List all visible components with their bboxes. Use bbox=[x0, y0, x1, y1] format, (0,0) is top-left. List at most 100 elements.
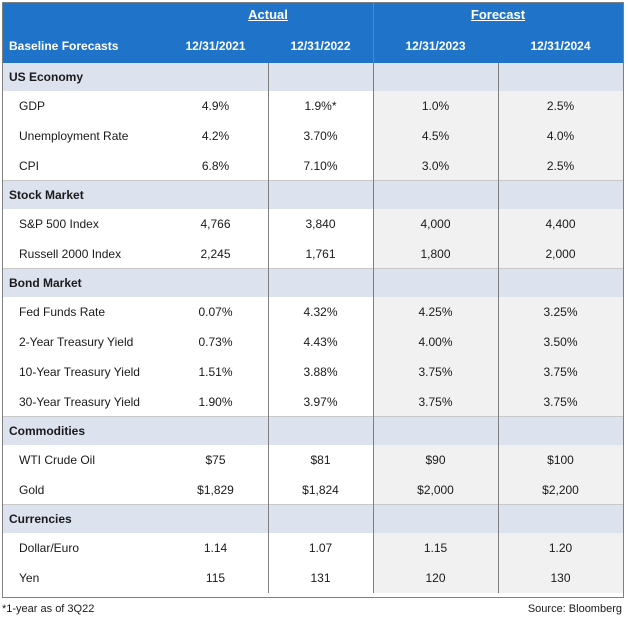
value-cell: 1.15 bbox=[373, 533, 498, 563]
header-col-date: 12/31/2022 bbox=[290, 39, 351, 53]
header-col-date: 12/31/2021 bbox=[185, 39, 246, 53]
section-cell bbox=[268, 181, 373, 209]
table-row: GDP 4.9% 1.9%* 1.0% 2.5% bbox=[3, 91, 623, 121]
value-cell: 3.75% bbox=[498, 387, 623, 417]
value-cell: 4.2% bbox=[201, 129, 230, 143]
section-row: US Economy bbox=[3, 63, 623, 91]
section-cell bbox=[373, 181, 498, 209]
section-cell bbox=[498, 269, 623, 297]
section-cell bbox=[498, 63, 623, 91]
value-cell: 4.5% bbox=[373, 121, 498, 151]
section-row: Bond Market bbox=[3, 269, 623, 297]
table-row: 30-Year Treasury Yield 1.90% 3.97% 3.75% 3.7… bbox=[3, 387, 623, 417]
header-group-forecast: Forecast bbox=[470, 7, 526, 22]
table-row: 10-Year Treasury Yield 1.51% 3.88% 3.75% 3.7… bbox=[3, 357, 623, 387]
value-cell: 7.10% bbox=[303, 159, 338, 173]
section-cell bbox=[373, 417, 498, 445]
value-cell: $1,824 bbox=[302, 483, 339, 497]
row-label: 2-Year Treasury Yield bbox=[19, 335, 134, 349]
value-cell: 4.32% bbox=[303, 305, 338, 319]
section-row: Commodities bbox=[3, 417, 623, 445]
value-cell: 2.5% bbox=[498, 151, 623, 181]
table-row: Fed Funds Rate 0.07% 4.32% 4.25% 3.25% bbox=[3, 297, 623, 327]
row-label: Unemployment Rate bbox=[19, 129, 129, 143]
value-cell: 1.90% bbox=[198, 395, 233, 409]
footnote: *1-year as of 3Q22 bbox=[2, 603, 95, 615]
value-cell: 4.9% bbox=[201, 99, 230, 113]
header-group-actual: Actual bbox=[248, 7, 288, 22]
section-label: Currencies bbox=[9, 512, 72, 526]
header-col-date: 12/31/2023 bbox=[405, 39, 466, 53]
value-cell: 2.5% bbox=[498, 91, 623, 121]
value-cell: 1.14 bbox=[203, 541, 228, 555]
value-cell: $75 bbox=[205, 453, 226, 467]
value-cell: 4.25% bbox=[373, 297, 498, 327]
row-label: GDP bbox=[19, 99, 46, 113]
section-cell bbox=[268, 417, 373, 445]
section-row: Stock Market bbox=[3, 181, 623, 209]
value-cell: 1.20 bbox=[498, 533, 623, 563]
row-label: WTI Crude Oil bbox=[19, 453, 96, 467]
value-cell: 3.25% bbox=[498, 297, 623, 327]
section-divider bbox=[3, 268, 623, 269]
value-cell: 4,000 bbox=[373, 209, 498, 239]
table-row: CPI 6.8% 7.10% 3.0% 2.5% bbox=[3, 151, 623, 181]
value-cell: 120 bbox=[373, 563, 498, 593]
value-cell: 131 bbox=[310, 571, 331, 585]
table-row: 2-Year Treasury Yield 0.73% 4.43% 4.00% 3.50… bbox=[3, 327, 623, 357]
value-cell: 1.0% bbox=[373, 91, 498, 121]
row-label: 10-Year Treasury Yield bbox=[19, 365, 140, 379]
table-row: Dollar/Euro 1.14 1.07 1.15 1.20 bbox=[3, 533, 623, 563]
section-cell bbox=[268, 63, 373, 91]
table-row: Russell 2000 Index 2,245 1,761 1,800 2,000 bbox=[3, 239, 623, 269]
value-cell: 1.07 bbox=[308, 541, 333, 555]
section-cell bbox=[163, 417, 268, 445]
forecast-table: Actual Forecast Baseline Forecasts 12/31/20… bbox=[2, 2, 624, 598]
value-cell: 115 bbox=[205, 571, 226, 585]
value-cell: 3.75% bbox=[373, 357, 498, 387]
source-note: Source: Bloomberg bbox=[527, 603, 622, 615]
row-label: 30-Year Treasury Yield bbox=[19, 395, 140, 409]
value-cell: 3.75% bbox=[373, 387, 498, 417]
value-cell: 6.8% bbox=[201, 159, 230, 173]
value-cell: 3.97% bbox=[303, 395, 338, 409]
row-label: Yen bbox=[19, 571, 40, 585]
value-cell: 3.88% bbox=[303, 365, 338, 379]
value-cell: 3.50% bbox=[498, 327, 623, 357]
value-cell: 3.75% bbox=[498, 357, 623, 387]
row-label: S&P 500 Index bbox=[19, 217, 99, 231]
section-cell bbox=[373, 269, 498, 297]
value-cell: 1,761 bbox=[305, 247, 336, 261]
value-cell: 4.43% bbox=[303, 335, 338, 349]
divider-actual-forecast bbox=[373, 3, 374, 593]
section-label: Bond Market bbox=[9, 276, 82, 290]
value-cell: 4.00% bbox=[373, 327, 498, 357]
value-cell: 0.07% bbox=[198, 305, 233, 319]
table-row: S&P 500 Index 4,766 3,840 4,000 4,400 bbox=[3, 209, 623, 239]
section-cell bbox=[268, 505, 373, 533]
value-cell: 1.51% bbox=[198, 365, 233, 379]
section-divider bbox=[3, 504, 623, 505]
value-cell: $1,829 bbox=[197, 483, 234, 497]
value-cell: 4.0% bbox=[498, 121, 623, 151]
section-label: Stock Market bbox=[9, 188, 84, 202]
section-cell bbox=[498, 181, 623, 209]
section-divider bbox=[3, 416, 623, 417]
section-label: US Economy bbox=[9, 70, 84, 84]
value-cell: 130 bbox=[498, 563, 623, 593]
value-cell: $2,000 bbox=[373, 475, 498, 505]
divider-col bbox=[498, 63, 499, 593]
value-cell: $100 bbox=[498, 445, 623, 475]
header-title: Baseline Forecasts bbox=[9, 39, 119, 53]
value-cell: 2,000 bbox=[498, 239, 623, 269]
header-col-date: 12/31/2024 bbox=[530, 39, 591, 53]
header-columns: Baseline Forecasts 12/31/2021 12/31/2022 12… bbox=[3, 31, 623, 61]
table-header: Actual Forecast Baseline Forecasts 12/31/20… bbox=[3, 3, 623, 63]
section-cell bbox=[163, 63, 268, 91]
row-label: Dollar/Euro bbox=[19, 541, 80, 555]
value-cell: 4,400 bbox=[498, 209, 623, 239]
value-cell: 0.73% bbox=[198, 335, 233, 349]
section-cell bbox=[373, 63, 498, 91]
section-divider bbox=[3, 180, 623, 181]
value-cell: 3.0% bbox=[373, 151, 498, 181]
